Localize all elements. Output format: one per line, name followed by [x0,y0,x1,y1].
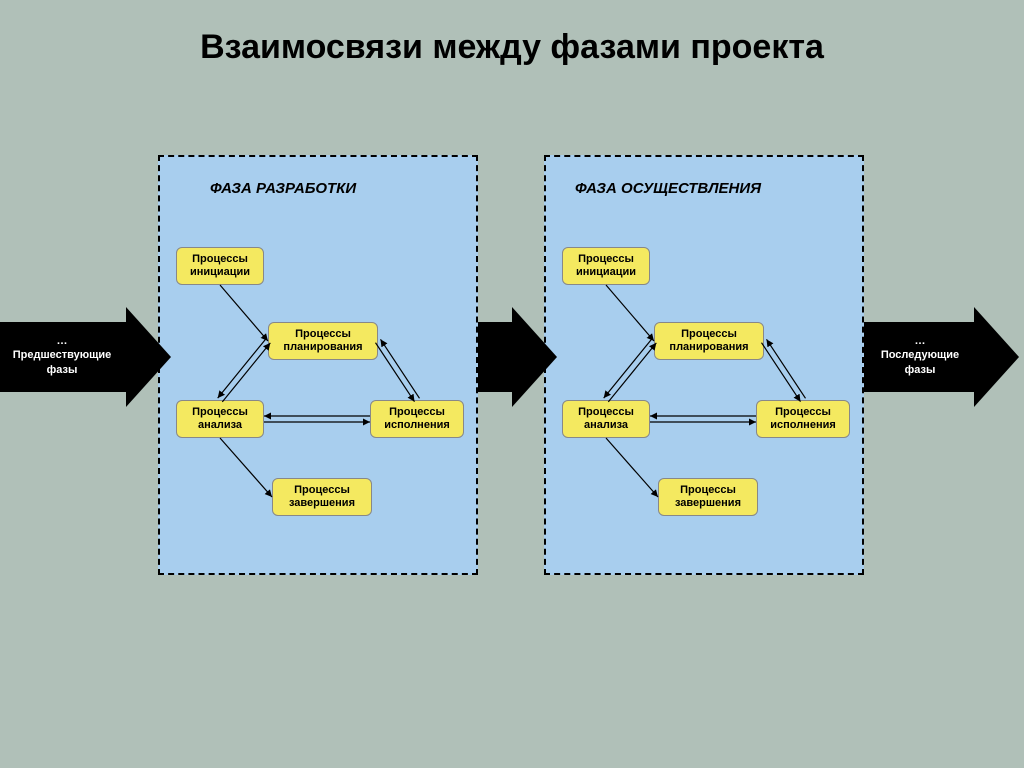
page-title: Взаимосвязи между фазами проекта [0,28,1024,67]
process-node: Процессыисполнения [756,400,850,438]
process-node: Процессыпланирования [654,322,764,360]
process-node: Процессыисполнения [370,400,464,438]
flow-arrow-head [512,307,557,407]
process-node: Процессыинициации [562,247,650,285]
process-node: Процессыанализа [176,400,264,438]
flow-arrow-head [126,307,171,407]
flow-arrow [478,322,512,392]
process-node: Процессызавершения [272,478,372,516]
process-node: Процессыинициации [176,247,264,285]
phase-title: ФАЗА ОСУЩЕСТВЛЕНИЯ [575,180,761,197]
phase-title: ФАЗА РАЗРАБОТКИ [210,180,356,197]
flow-arrow-label: …Предшествующиефазы [2,334,122,377]
process-node: Процессызавершения [658,478,758,516]
flow-arrow-label: …Последующиефазы [870,334,970,377]
process-node: Процессыанализа [562,400,650,438]
flow-arrow-head [974,307,1019,407]
process-node: Процессыпланирования [268,322,378,360]
